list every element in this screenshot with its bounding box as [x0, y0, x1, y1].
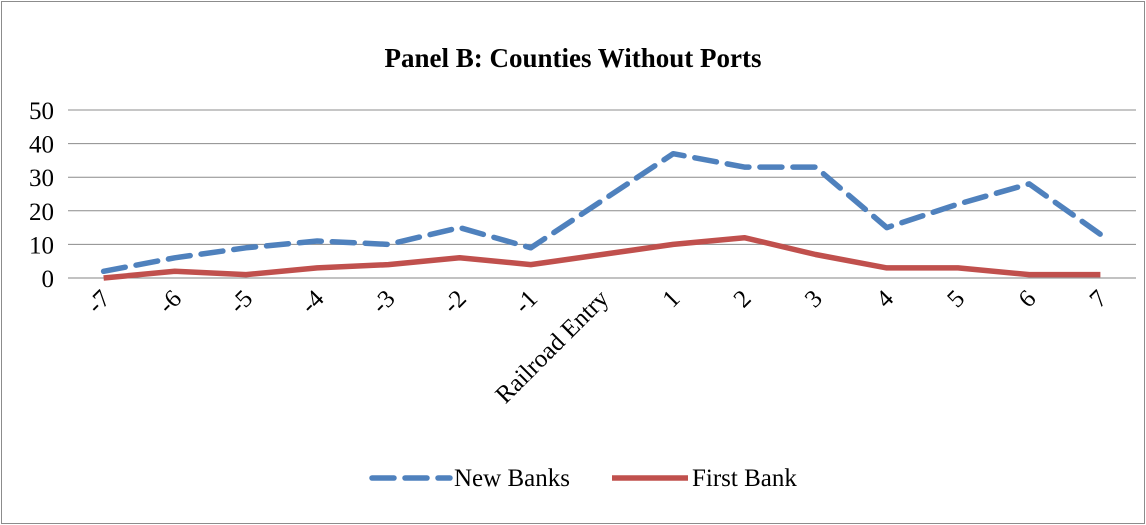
- x-tick-label: 2: [729, 285, 757, 313]
- x-tick-label: -5: [224, 285, 258, 319]
- legend[interactable]: New Banks First Bank: [369, 465, 797, 492]
- series-line-first-bank: [103, 234, 1101, 281]
- x-tick-label: -7: [82, 285, 116, 319]
- x-tick-label: 4: [871, 285, 899, 313]
- x-tick-label: Railroad Entry: [491, 285, 615, 409]
- series-line-new-banks: [100, 150, 1104, 275]
- legend-item-first-bank[interactable]: First Bank: [612, 465, 797, 492]
- x-tick-label: 3: [800, 285, 828, 313]
- x-tick-label: 7: [1085, 285, 1113, 313]
- x-tick-label: 5: [942, 285, 970, 313]
- y-tick-label-30: 30: [29, 165, 54, 192]
- y-axis-labels: 0 10 20 30 40 50: [29, 98, 54, 293]
- x-tick-label: -4: [296, 285, 330, 319]
- gridlines: [68, 109, 1136, 279]
- legend-item-new-banks[interactable]: New Banks: [369, 465, 570, 492]
- series-lines: [100, 150, 1104, 281]
- x-tick-label: -6: [153, 285, 187, 319]
- legend-label: First Bank: [692, 465, 797, 492]
- legend-label: New Banks: [454, 465, 570, 492]
- x-tick-label: 1: [658, 285, 686, 313]
- y-tick-label-20: 20: [29, 199, 54, 226]
- x-tick-label: -3: [367, 285, 401, 319]
- chart-title: Panel B: Counties Without Ports: [384, 43, 761, 73]
- x-tick-label: -2: [438, 285, 472, 319]
- y-tick-label-10: 10: [29, 232, 54, 259]
- x-tick-label: -1: [509, 285, 543, 319]
- y-tick-label-40: 40: [29, 132, 54, 159]
- y-tick-label-0: 0: [42, 266, 55, 293]
- x-tick-label: 6: [1014, 285, 1042, 313]
- y-tick-label-50: 50: [29, 98, 54, 125]
